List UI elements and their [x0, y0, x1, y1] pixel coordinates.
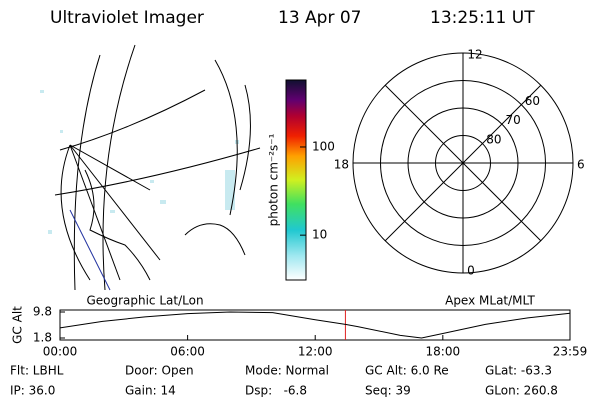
polar-ring	[407, 107, 519, 219]
mlt-label: 0	[467, 264, 475, 278]
orbit-curve	[59, 311, 571, 339]
x-tick-label: 18:00	[426, 345, 461, 359]
date: 13 Apr 07	[278, 8, 361, 28]
status-field: IP: 36.0	[10, 384, 55, 398]
status-field: Gain: 14	[125, 384, 176, 398]
y-tick-label: 9.8	[33, 305, 52, 319]
x-tick-label: 12:00	[298, 345, 333, 359]
mlt-label: 18	[334, 158, 349, 172]
polar-ring-label: 80	[486, 132, 501, 146]
colorbar	[285, 79, 307, 281]
time: 13:25:11 UT	[430, 8, 535, 28]
status-field: GLat: -63.3	[485, 364, 552, 378]
status-field: GLon: 260.8	[485, 384, 558, 398]
title: Ultraviolet Imager	[50, 8, 204, 28]
status-field: Mode: Normal	[245, 364, 329, 378]
orbit-right-label: Apex MLat/MLT	[445, 294, 535, 308]
status-field: Seq: 39	[365, 384, 411, 398]
colorbar-tick-label: 100	[312, 139, 335, 153]
y-tick-label: 1.8	[33, 331, 52, 345]
status-field: Dsp: -6.8	[245, 384, 307, 398]
orbit-left-label: Geographic Lat/Lon	[86, 294, 203, 308]
mlt-label: 12	[467, 48, 482, 62]
polar-ring	[435, 135, 491, 191]
polar-ring-label: 70	[506, 113, 521, 127]
x-tick-label: 00:00	[43, 345, 78, 359]
status-field: Flt: LBHL	[10, 364, 64, 378]
orbit-y-label: GC Alt	[11, 306, 25, 344]
mlt-label: 6	[577, 158, 585, 172]
x-tick-label: 06:00	[170, 345, 205, 359]
colorbar-tick-label: 10	[312, 228, 327, 242]
x-tick-label: 23:59	[553, 345, 588, 359]
polar-ring	[380, 80, 546, 246]
colorbar-label: photon cm⁻²s⁻¹	[267, 133, 281, 226]
polar-ring-label: 60	[525, 94, 540, 108]
status-field: Door: Open	[125, 364, 194, 378]
status-field: GC Alt: 6.0 Re	[365, 364, 449, 378]
map	[40, 44, 261, 291]
